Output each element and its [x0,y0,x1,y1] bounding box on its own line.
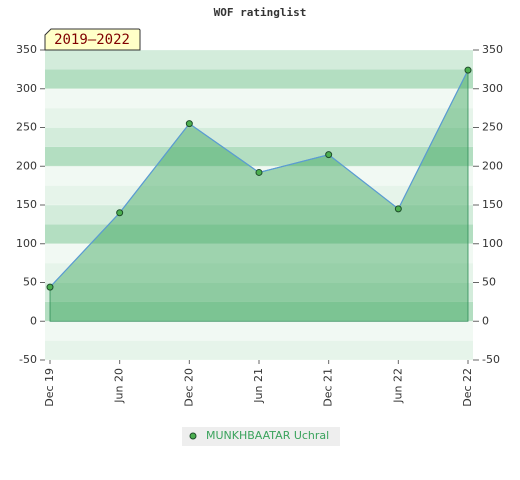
point [116,209,124,217]
legend-box [182,427,340,446]
band [45,224,473,244]
point [255,168,263,176]
band [45,185,473,205]
y2-tick-label: 350 [482,43,503,56]
point [185,120,193,128]
band [45,127,473,147]
y2-tick-label: 50 [482,276,496,289]
band [45,88,473,109]
y-tick-label: 100 [16,237,37,250]
band [45,69,473,89]
y-tick-label: 150 [16,198,37,211]
y2-tick-label: 200 [482,159,503,172]
y-tick-label: 250 [16,121,37,134]
y-tick-label: 200 [16,159,37,172]
band [45,263,473,283]
y-tick-label: -50 [19,353,37,366]
band [45,243,473,264]
y-tick-label: 50 [23,276,37,289]
band [45,146,473,167]
band [45,205,473,225]
y-tick-label: 300 [16,82,37,95]
y-tick-label: 350 [16,43,37,56]
band [45,321,473,341]
y2-tick-label: 300 [482,82,503,95]
y2-tick-label: 150 [482,198,503,211]
x-tick-label: Dec 20 [182,368,195,407]
point [394,205,402,213]
y2-tick-label: -50 [482,353,500,366]
x-tick-label: Jun 20 [113,368,126,404]
band [45,282,473,302]
band [45,108,473,128]
legend-label: MUNKHBAATAR Uchral [206,429,329,442]
y2-tick-label: 100 [482,237,503,250]
band [45,50,473,70]
x-tick-label: Dec 19 [43,368,56,407]
point [325,151,333,159]
chart-title: WOF ratinglist [214,6,307,19]
x-tick-label: Dec 21 [322,368,335,407]
legend-marker [189,432,197,440]
x-tick-label: Dec 22 [461,368,474,407]
y-tick-label: 0 [30,314,37,327]
annotation: 2019–2022 [54,32,130,48]
annotation-box [44,28,141,51]
point [46,283,54,291]
x-tick-label: Jun 22 [391,368,404,404]
y2-tick-label: 250 [482,121,503,134]
point [464,66,472,74]
band [45,340,473,360]
x-tick-label: Jun 21 [252,368,265,404]
y2-tick-label: 0 [482,314,489,327]
band [45,301,473,322]
